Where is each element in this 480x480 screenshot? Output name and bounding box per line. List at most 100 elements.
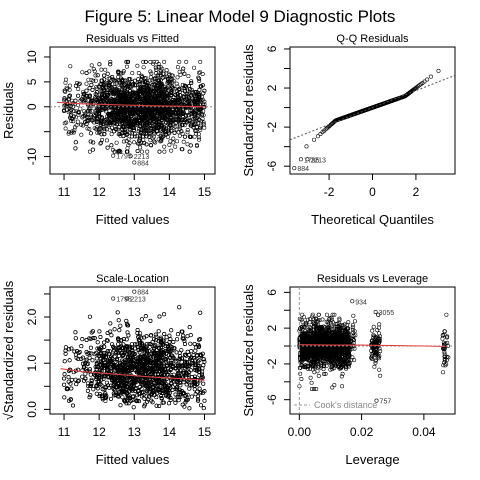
data-point (168, 395, 173, 400)
data-point (155, 94, 160, 99)
data-point (186, 91, 191, 96)
data-point (113, 78, 118, 83)
data-point (163, 87, 168, 92)
data-point (69, 130, 74, 135)
x-tick-label: 11 (58, 425, 71, 439)
data-point (63, 351, 68, 356)
data-point (152, 139, 157, 144)
data-point (168, 91, 173, 96)
data-point (110, 75, 115, 80)
data-point (139, 386, 144, 391)
data-point (94, 356, 99, 361)
data-point (81, 92, 86, 97)
data-point (155, 101, 160, 106)
data-point (147, 124, 152, 129)
data-point (170, 117, 175, 122)
data-point (122, 105, 127, 110)
data-point (174, 81, 179, 86)
data-point (162, 312, 167, 317)
data-point (108, 121, 113, 126)
panel-title: Residuals vs Fitted (86, 33, 179, 45)
data-point (62, 103, 67, 108)
data-point (107, 83, 112, 88)
data-point (194, 90, 199, 95)
data-point (164, 68, 169, 73)
data-point (436, 68, 441, 73)
data-point (177, 133, 182, 138)
data-point (94, 119, 99, 124)
data-point (109, 113, 114, 118)
data-point (67, 358, 72, 363)
data-point (129, 134, 134, 139)
data-point (102, 350, 107, 355)
data-point (315, 134, 320, 139)
data-point (158, 68, 163, 73)
data-point (144, 134, 149, 139)
data-point (67, 83, 72, 88)
data-point (88, 131, 93, 136)
data-point (104, 127, 109, 132)
data-point (168, 113, 173, 118)
data-point (175, 337, 180, 342)
data-point (80, 374, 85, 379)
data-point (162, 75, 167, 80)
data-point (185, 130, 190, 135)
data-point (119, 82, 124, 87)
data-point (71, 130, 76, 135)
x-tick-label: 13 (128, 425, 142, 439)
data-point (98, 126, 103, 131)
data-point (157, 117, 162, 122)
data-point (147, 134, 152, 139)
data-point (91, 387, 96, 392)
data-point (178, 354, 183, 359)
data-point (298, 157, 303, 162)
data-point (84, 88, 89, 93)
data-point (73, 146, 78, 151)
data-point (182, 118, 187, 123)
data-point (86, 384, 91, 389)
data-point (175, 394, 180, 399)
data-point (84, 71, 89, 76)
data-point (94, 86, 99, 91)
data-point (100, 387, 105, 392)
data-point (148, 344, 153, 349)
data-point (83, 111, 88, 116)
data-point (149, 84, 154, 89)
data-point (122, 113, 127, 118)
data-point (89, 98, 94, 103)
data-point (125, 146, 130, 151)
figure-title: Figure 5: Linear Model 9 Diagnostic Plot… (85, 7, 396, 26)
data-point (200, 113, 205, 118)
data-point (163, 128, 168, 133)
data-point (93, 95, 98, 100)
data-point (145, 107, 150, 112)
data-point (162, 59, 167, 64)
data-point (126, 115, 131, 120)
data-point (103, 67, 108, 72)
data-point (131, 126, 136, 131)
data-point (93, 78, 98, 83)
data-point (162, 331, 167, 336)
data-point (117, 85, 122, 90)
data-point (112, 149, 117, 154)
data-point (121, 125, 126, 130)
data-point (111, 77, 116, 82)
data-point (137, 134, 142, 139)
data-point (108, 62, 113, 67)
data-point (148, 318, 153, 323)
data-point (156, 109, 161, 114)
data-point (200, 94, 205, 99)
data-point (193, 128, 198, 133)
data-point (183, 134, 188, 139)
data-point (156, 73, 161, 78)
data-point (111, 153, 116, 158)
data-point (185, 142, 190, 147)
data-point (153, 65, 158, 70)
data-point (186, 113, 191, 118)
data-point (88, 113, 93, 118)
data-point (190, 383, 195, 388)
data-point (140, 115, 145, 120)
data-point (76, 110, 81, 115)
data-point (121, 69, 126, 74)
point-label: 1795 (304, 157, 320, 164)
